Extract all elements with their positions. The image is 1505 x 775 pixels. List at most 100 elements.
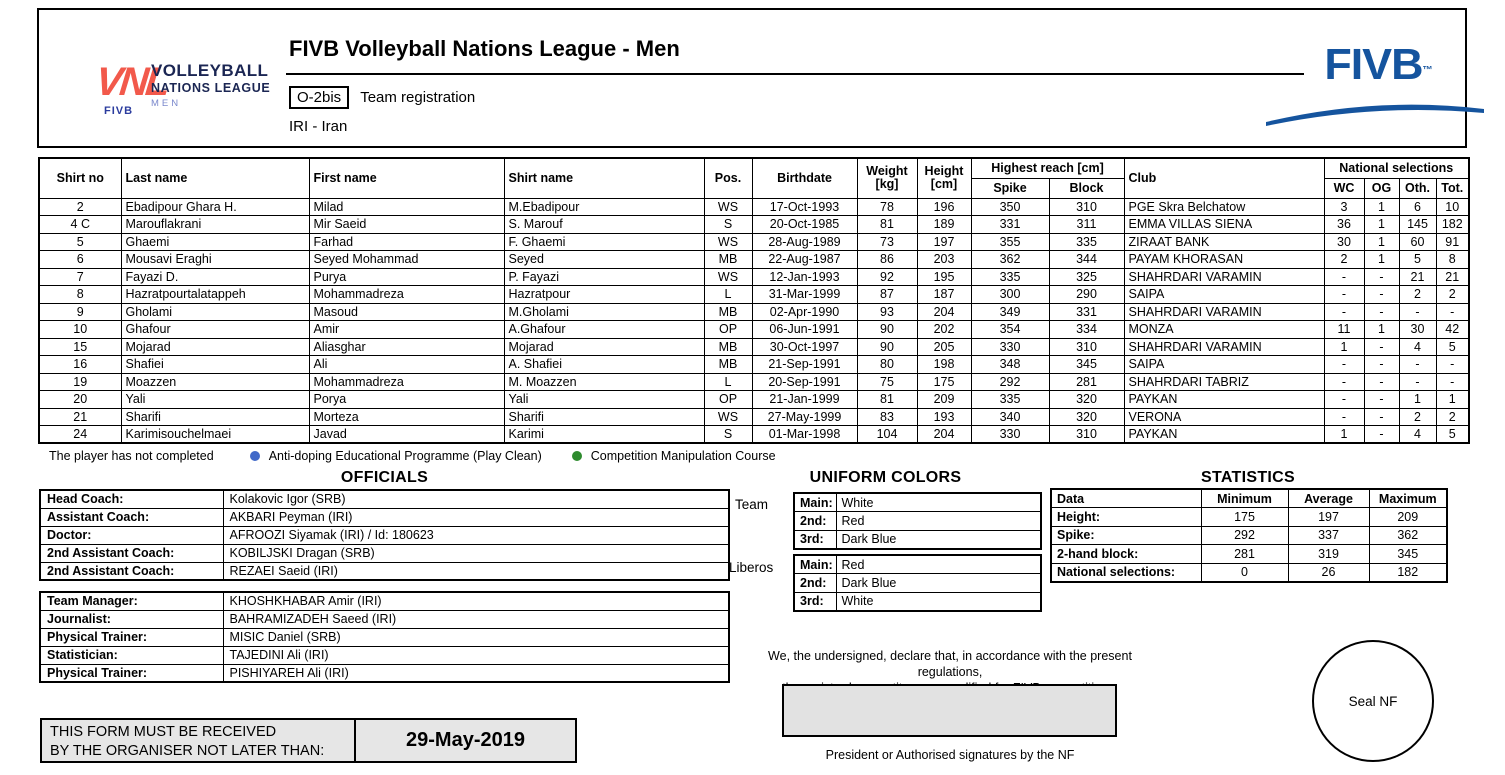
cell-spike: 355 [970,232,1050,251]
cell-oth: 2 [1398,407,1437,426]
cell-weight: 81 [856,215,918,234]
cell-first-name: Milad [308,197,505,216]
header: VNL FIVB VOLLEYBALL NATIONS LEAGUE MEN F… [37,8,1484,148]
legend-item-competition-manipulation: Competition Manipulation Course [571,449,776,463]
cell-pos: OP [703,390,753,409]
cell-og: - [1363,372,1400,391]
cell-pos: OP [703,320,753,339]
cell-pos: S [703,215,753,234]
official-name: AFROOZI Siyamak (IRI) / Id: 180623 [222,525,730,545]
deadline-date: 29-May-2019 [354,720,575,761]
statistics-row: National selections: 0 26 182 [1050,562,1448,582]
cell-height: 204 [916,302,972,321]
cell-og: - [1363,390,1400,409]
official-role: Head Coach: [39,489,224,509]
cell-height: 196 [916,197,972,216]
stat-label: Spike: [1050,525,1202,545]
cell-wc: 1 [1323,337,1365,356]
cell-weight: 73 [856,232,918,251]
cell-wc: 3 [1323,197,1365,216]
cell-height: 205 [916,337,972,356]
cell-shirt-no: 15 [38,337,122,356]
cell-last-name: Fayazi D. [120,267,310,286]
cell-tot: 182 [1435,215,1470,234]
cell-pos: WS [703,232,753,251]
official-row: Head Coach: Kolakovic Igor (SRB) [39,489,730,509]
cell-pos: WS [703,197,753,216]
cell-shirt-no: 24 [38,425,122,444]
cell-og: 1 [1363,320,1400,339]
legend-item-anti-doping: Anti-doping Educational Programme (Play … [249,449,542,463]
cell-wc: 1 [1323,425,1365,444]
col-wc: WC [1323,177,1365,199]
statistics-row: Height: 175 197 209 [1050,507,1448,527]
cell-shirt-name: M.Gholami [503,302,705,321]
cell-pos: WS [703,267,753,286]
cell-oth: 145 [1398,215,1437,234]
cell-first-name: Mohammadreza [308,285,505,304]
player-row: 6 Mousavi Eraghi Seyed Mohammad Seyed MB… [38,250,1470,269]
stat-label: Height: [1050,507,1202,527]
player-row: 5 Ghaemi Farhad F. Ghaemi WS 28-Aug-1989… [38,232,1470,251]
liberos-uniform-table: Main: Red 2nd: Dark Blue 3rd: White [793,554,1042,612]
stats-col-avg: Average [1287,488,1370,508]
cell-first-name: Mohammadreza [308,372,505,391]
statistics-row: Spike: 292 337 362 [1050,525,1448,545]
cell-last-name: Shafiei [120,355,310,374]
cell-shirt-name: M.Ebadipour [503,197,705,216]
cell-wc: - [1323,267,1365,286]
cell-club: SAIPA [1123,355,1325,374]
cell-pos: MB [703,337,753,356]
stat-avg: 319 [1287,544,1370,564]
cell-wc: - [1323,407,1365,426]
vnl-logo-text: VOLLEYBALL NATIONS LEAGUE MEN [151,62,270,108]
stats-col-data: Data [1050,488,1202,508]
cell-last-name: Marouflakrani [120,215,310,234]
cell-tot: - [1435,372,1470,391]
cell-shirt-name: Seyed [503,250,705,269]
cell-oth: - [1398,302,1437,321]
uniform-color-value: White [835,492,1042,512]
statistics-heading: STATISTICS [1201,469,1295,486]
cell-birthdate: 31-Mar-1999 [751,285,858,304]
cell-wc: - [1323,285,1365,304]
cell-birthdate: 28-Aug-1989 [751,232,858,251]
stat-min: 292 [1200,525,1289,545]
cell-weight: 86 [856,250,918,269]
cell-block: 345 [1048,355,1125,374]
cell-wc: - [1323,302,1365,321]
cell-height: 189 [916,215,972,234]
cell-last-name: Gholami [120,302,310,321]
statistics-header-row: Data Minimum Average Maximum [1050,488,1448,508]
declaration-line1: We, the undersigned, declare that, in ac… [768,649,1132,679]
cell-oth: 4 [1398,425,1437,444]
official-row: 2nd Assistant Coach: REZAEI Saeid (IRI) [39,561,730,581]
official-row: Doctor: AFROOZI Siyamak (IRI) / Id: 1806… [39,525,730,545]
cell-spike: 362 [970,250,1050,269]
cell-club: ZIRAAT BANK [1123,232,1325,251]
stat-min: 281 [1200,544,1289,564]
col-height: Height [cm] [916,157,972,199]
cell-weight: 93 [856,302,918,321]
fivb-tm-mark: ™ [1422,65,1433,76]
cell-last-name: Yali [120,390,310,409]
cell-club: SAIPA [1123,285,1325,304]
cell-birthdate: 21-Sep-1991 [751,355,858,374]
vnl-logo-line3: MEN [151,97,182,109]
cell-weight: 90 [856,320,918,339]
cell-tot: - [1435,355,1470,374]
official-role: Physical Trainer: [39,663,224,683]
competition-manipulation-dot-icon [571,451,582,461]
cell-shirt-no: 6 [38,250,122,269]
vnl-logo-fivb-text: FIVB [104,105,134,117]
official-row: 2nd Assistant Coach: KOBILJSKI Dragan (S… [39,543,730,563]
uniform-color-value: Red [835,511,1042,531]
uniform-rank: 2nd: [793,511,837,531]
cell-og: - [1363,337,1400,356]
vnl-logo-line2: NATIONS LEAGUE [151,81,271,95]
cell-birthdate: 27-May-1999 [751,407,858,426]
cell-oth: 5 [1398,250,1437,269]
col-shirt-name: Shirt name [503,157,705,199]
col-shirt-no: Shirt no [38,157,122,199]
